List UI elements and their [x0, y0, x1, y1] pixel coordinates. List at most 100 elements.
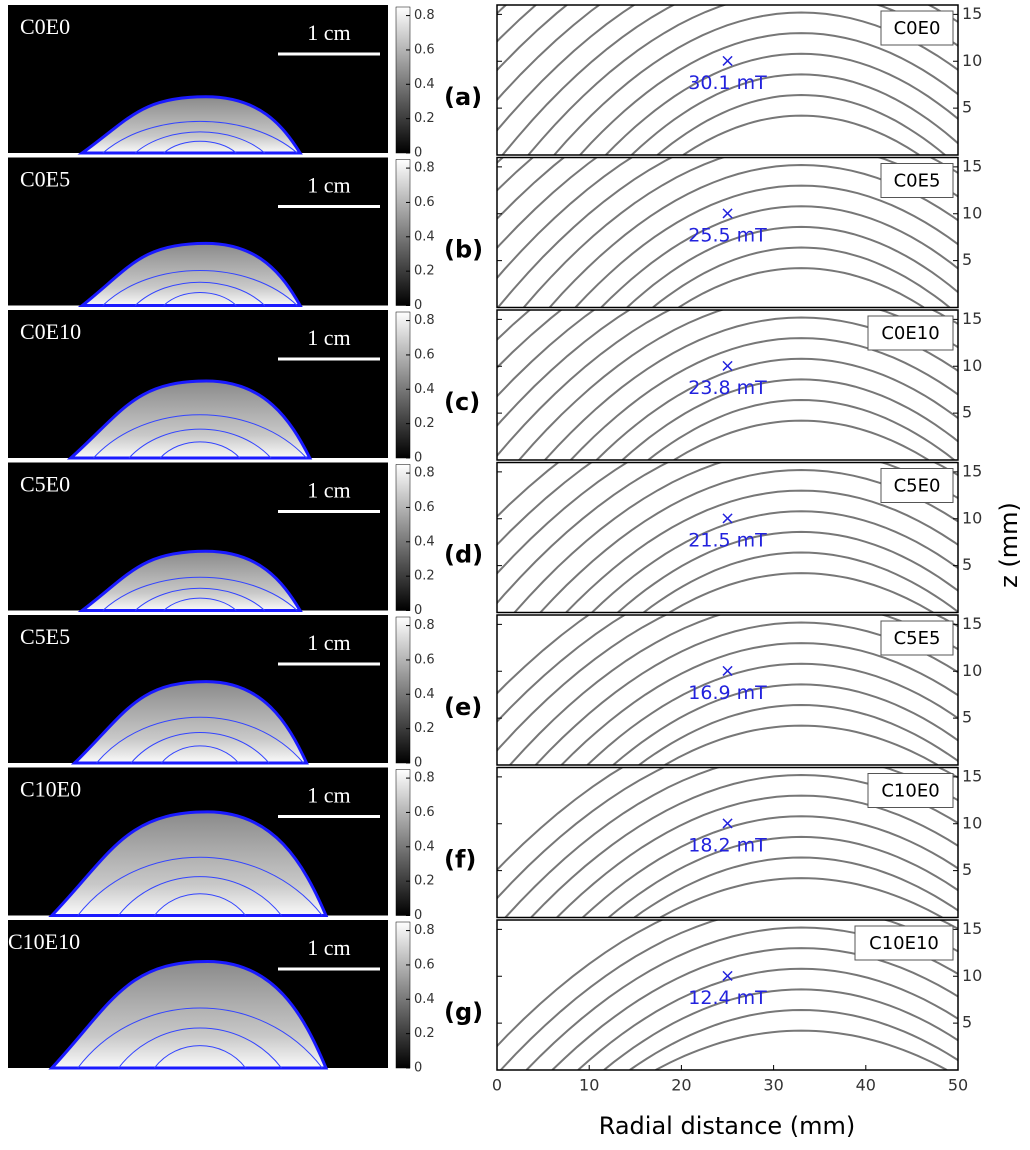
contour-line — [665, 726, 938, 765]
y-axis-label: z (mm) — [995, 502, 1023, 588]
contour-line — [583, 816, 1020, 917]
y-tick-label: 5 — [962, 1013, 972, 1032]
y-tick-label: 10 — [962, 356, 982, 375]
colorbar-tick-label: 0.8 — [414, 161, 435, 176]
contour-line — [493, 276, 1030, 460]
panel-letter: (g) — [444, 998, 483, 1026]
y-tick-label: 10 — [962, 508, 982, 527]
colorbar-tick-label: 0.4 — [414, 992, 435, 1007]
colorbar-tick-label: 0.2 — [414, 569, 435, 584]
x-tick-label: 50 — [948, 1076, 968, 1095]
colorbar-tick-label: 0.2 — [414, 111, 435, 126]
colorbar-tick-label: 0.6 — [414, 347, 435, 362]
scale-bar-label: 1 cm — [307, 478, 350, 503]
sample-label: C0E0 — [20, 14, 70, 39]
colorbar — [396, 922, 410, 1068]
y-tick-label: 10 — [962, 966, 982, 985]
colorbar-tick-label: 0 — [414, 146, 422, 161]
scale-bar-label: 1 cm — [307, 20, 350, 45]
contour-line — [601, 206, 1001, 307]
colorbar — [396, 160, 410, 306]
sample-label: C10E0 — [20, 777, 81, 802]
contour-line — [656, 1031, 947, 1070]
y-tick-label: 5 — [962, 403, 972, 422]
y-tick-label: 10 — [962, 661, 982, 680]
colorbar-tick-label: 0.6 — [414, 652, 435, 667]
colorbar-tick-label: 0.8 — [414, 8, 435, 23]
legend-label: C0E5 — [894, 171, 941, 192]
field-label: 18.2 mT — [688, 834, 767, 856]
marker: × — [720, 965, 735, 986]
x-tick-label: 0 — [492, 1076, 502, 1095]
contour-line — [562, 643, 1030, 765]
x-tick-label: 40 — [856, 1076, 876, 1095]
legend-label: C0E0 — [894, 18, 941, 39]
legend-label: C5E5 — [894, 628, 941, 649]
contour-line — [657, 95, 945, 155]
colorbar-tick-label: 0.4 — [414, 839, 435, 854]
colorbar-tick-label: 0.2 — [414, 874, 435, 889]
contour-line — [592, 511, 1011, 612]
y-tick-label: 15 — [962, 461, 982, 480]
colorbar-tick-label: 0 — [414, 451, 422, 466]
colorbar-tick-label: 0 — [414, 1061, 422, 1076]
panel-letter: (e) — [444, 693, 482, 721]
field-label: 23.8 mT — [688, 377, 767, 399]
contour-line — [484, 581, 1030, 765]
field-label: 30.1 mT — [688, 72, 767, 94]
scale-bar-label: 1 cm — [307, 173, 350, 198]
colorbar — [396, 465, 410, 611]
colorbar — [396, 7, 410, 153]
colorbar-tick-label: 0.6 — [414, 500, 435, 515]
legend-label: C0E10 — [881, 323, 939, 344]
contour-line — [660, 878, 942, 917]
contour-line — [674, 421, 929, 460]
marker: × — [720, 660, 735, 681]
colorbar — [396, 617, 410, 763]
field-label: 12.4 mT — [688, 987, 767, 1009]
colorbar-tick-label: 0.8 — [414, 771, 435, 786]
sample-label: C10E10 — [8, 929, 80, 954]
colorbar-tick-label: 0.6 — [414, 957, 435, 972]
colorbar-tick-label: 0.6 — [414, 42, 435, 57]
y-tick-label: 15 — [962, 309, 982, 328]
colorbar-tick-label: 0.4 — [414, 229, 435, 244]
colorbar-tick-label: 0 — [414, 908, 422, 923]
panel-letter: (b) — [444, 236, 483, 264]
colorbar-tick-label: 0.2 — [414, 721, 435, 736]
y-tick-label: 15 — [962, 919, 982, 938]
field-label: 25.5 mT — [688, 224, 767, 246]
contour-line — [480, 734, 1030, 918]
contour-line — [669, 573, 933, 612]
contour-line — [468, 256, 1030, 460]
contours — [454, 713, 1030, 917]
sample-label: C5E5 — [20, 624, 70, 649]
x-tick-label: 10 — [579, 1076, 599, 1095]
image-panel: C5E5 1 cm — [8, 615, 388, 763]
colorbar-tick-label: 0.8 — [414, 466, 435, 481]
colorbar-tick-label: 0.2 — [414, 264, 435, 279]
scale-bar-label: 1 cm — [307, 630, 350, 655]
colorbar-tick-label: 0 — [414, 756, 422, 771]
legend-label: C5E0 — [894, 476, 941, 497]
colorbar-tick-label: 0.2 — [414, 1026, 435, 1041]
panel-letter: (f) — [444, 846, 476, 874]
x-axis-label: Radial distance (mm) — [599, 1112, 856, 1140]
contour-line — [587, 664, 1015, 765]
image-panel: C0E0 1 cm — [8, 5, 388, 153]
y-tick-label: 10 — [962, 51, 982, 70]
field-label: 16.9 mT — [688, 682, 767, 704]
contour-line — [606, 54, 997, 155]
y-tick-label: 5 — [962, 98, 972, 117]
y-tick-label: 15 — [962, 156, 982, 175]
marker: × — [720, 508, 735, 529]
scale-bar-label: 1 cm — [307, 325, 350, 350]
x-tick-label: 30 — [763, 1076, 783, 1095]
y-tick-label: 5 — [962, 708, 972, 727]
legend-label: C10E0 — [881, 781, 939, 802]
colorbar-tick-label: 0 — [414, 603, 422, 618]
